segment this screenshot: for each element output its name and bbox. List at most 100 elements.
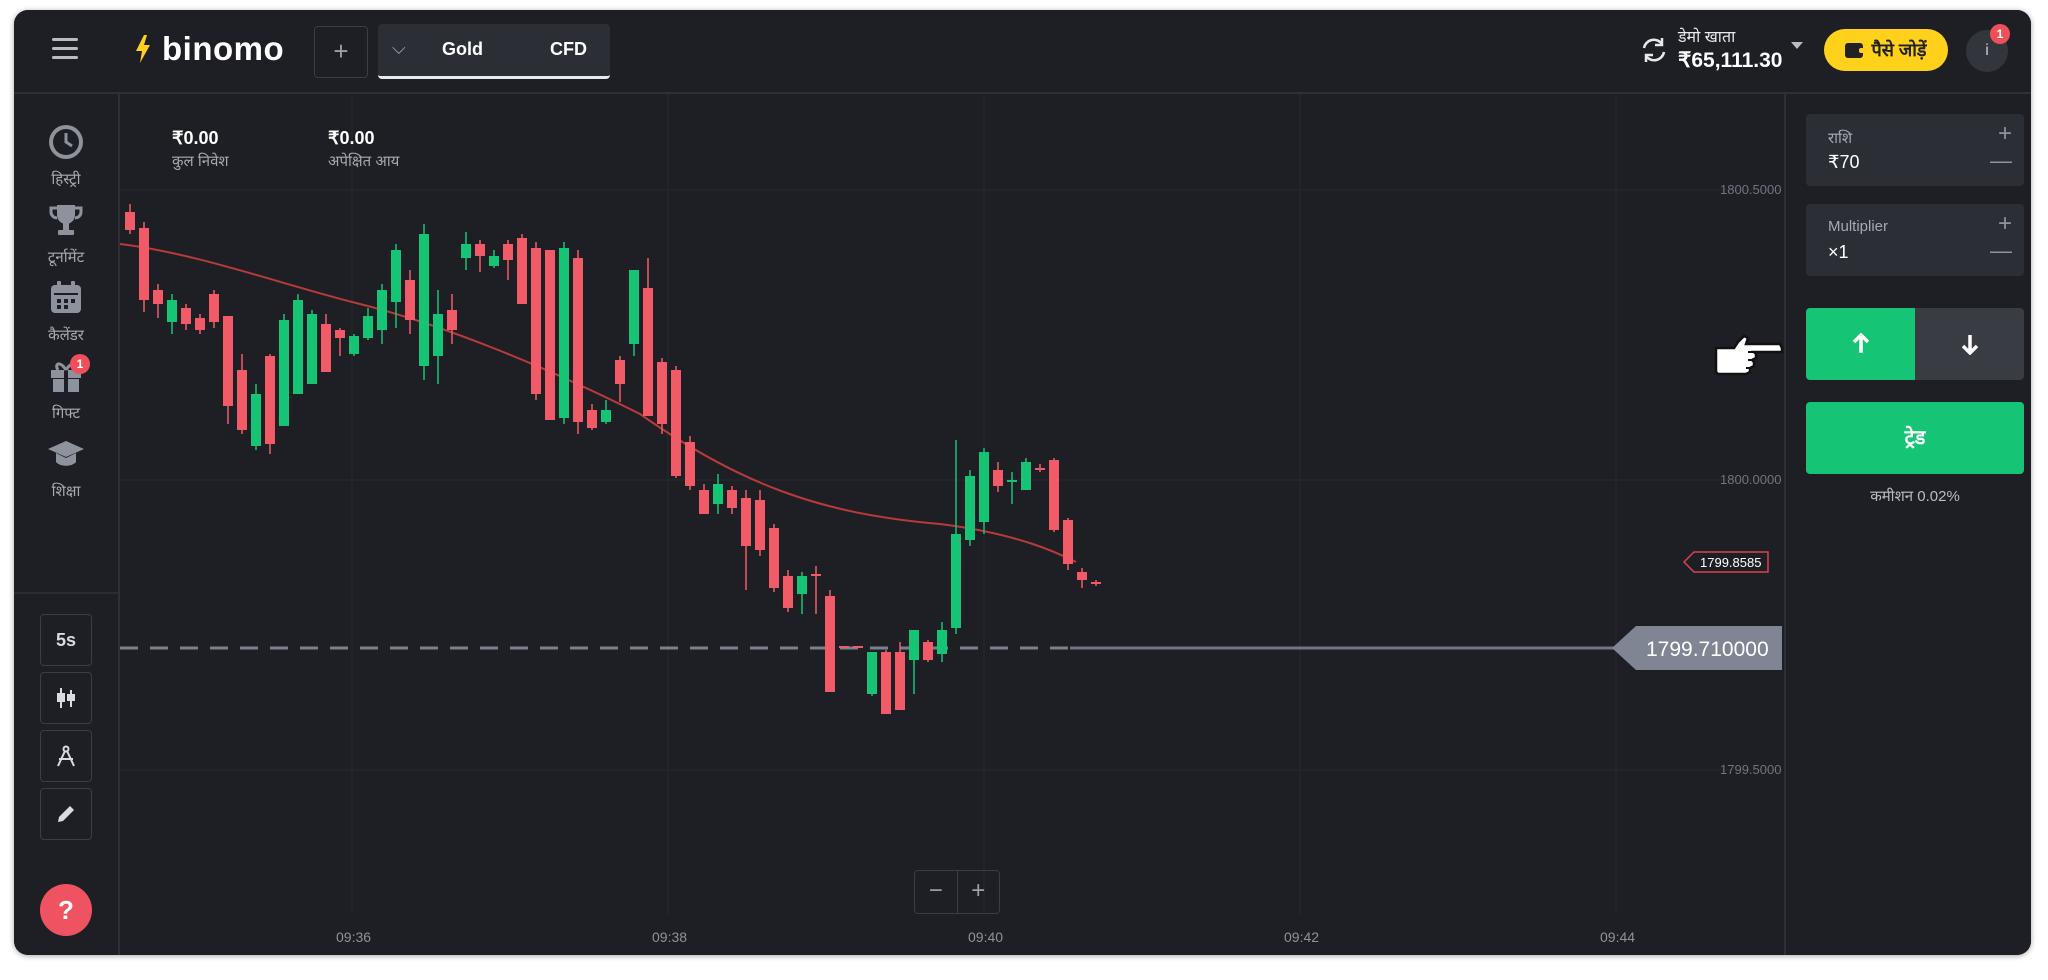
caret-down-icon[interactable] xyxy=(1791,42,1803,49)
asset-name: Gold xyxy=(442,39,483,59)
arrow-up-icon xyxy=(1852,333,1869,353)
candle-body xyxy=(657,362,667,424)
candle-body xyxy=(475,244,485,256)
multiplier-value[interactable]: ×1 xyxy=(1828,242,1849,262)
current-price-tag xyxy=(1612,626,1782,670)
candle-body xyxy=(265,356,275,444)
candle-body xyxy=(615,360,625,384)
amount-minus-button[interactable]: — xyxy=(1990,148,2012,173)
sidebar-item-calendar[interactable]: कैलेंडर xyxy=(14,278,118,345)
refresh-icon[interactable] xyxy=(1636,32,1672,68)
candle-body xyxy=(643,288,653,416)
sidebar-item-history[interactable]: हिस्ट्री xyxy=(14,122,118,189)
commission-label: कमीशन xyxy=(1870,488,1914,505)
down-button[interactable] xyxy=(1915,308,2024,380)
candle-body xyxy=(139,228,149,300)
account-type-label[interactable]: डेमो खाता xyxy=(1678,29,1736,46)
notification-badge: 1 xyxy=(1990,24,2010,44)
time-axis-label: 09:40 xyxy=(968,929,1003,945)
time-axis-label: 09:36 xyxy=(336,929,371,945)
chart-canvas[interactable]: 1800.5000 1800.0000 1799.5000 09:36 09:38 09:… xyxy=(120,94,1782,955)
candle-body xyxy=(797,576,807,594)
asset-tab-gold[interactable]: ⌵ Gold CFD xyxy=(378,24,610,79)
candle-body xyxy=(727,490,737,508)
candle-body xyxy=(867,652,877,694)
moving-average-line xyxy=(120,243,1077,563)
candle-body xyxy=(279,320,289,426)
candle-body xyxy=(769,528,779,588)
candle-body xyxy=(1063,520,1073,564)
chevron-down-icon[interactable]: ⌵ xyxy=(392,38,406,58)
drawing-button[interactable] xyxy=(40,788,92,840)
time-axis-label: 09:42 xyxy=(1284,929,1319,945)
total-investment: ₹0.00 कुल निवेश xyxy=(172,128,229,171)
logo-mark-icon xyxy=(136,35,150,63)
logo[interactable]: binomo xyxy=(132,30,284,68)
candle-body xyxy=(167,300,177,322)
candle-body xyxy=(433,314,443,356)
logo-text: binomo xyxy=(162,30,285,67)
menu-icon[interactable] xyxy=(52,38,80,62)
candle-body xyxy=(937,630,947,654)
candle-body xyxy=(209,294,219,322)
candle-body xyxy=(293,300,303,394)
deposit-button[interactable]: पैसे जोड़ें xyxy=(1824,29,1948,71)
total-investment-label: कुल निवेश xyxy=(172,153,229,170)
direction-selector xyxy=(1806,308,2024,380)
candle-body xyxy=(881,652,891,714)
up-button[interactable] xyxy=(1806,308,1915,380)
sidebar-item-gift[interactable]: 1 गिफ्ट xyxy=(14,354,118,423)
current-price-value: 1799.710000 xyxy=(1646,638,1769,661)
calendar-icon xyxy=(51,281,81,313)
candles-icon xyxy=(57,688,75,708)
candle-body xyxy=(391,250,401,302)
sidebar-item-label: हिस्ट्री xyxy=(51,171,81,188)
add-asset-button[interactable]: + xyxy=(314,26,368,78)
amount-field[interactable]: राशि ₹70 + — xyxy=(1806,114,2024,186)
help-button[interactable]: ? xyxy=(40,884,92,936)
commission-value: 0.02% xyxy=(1917,488,1960,505)
candle-body xyxy=(923,642,933,660)
timeframe-button[interactable]: 5s xyxy=(40,614,92,666)
account-balance[interactable]: ₹65,111.30 xyxy=(1678,49,1783,72)
candle-body xyxy=(699,490,709,514)
candle-body xyxy=(685,442,695,486)
wallet-icon xyxy=(1845,42,1866,58)
trade-button[interactable]: ट्रेड xyxy=(1806,402,2024,474)
candle-body xyxy=(377,290,387,330)
amount-plus-button[interactable]: + xyxy=(1997,120,2012,147)
sidebar-item-label: गिफ्ट xyxy=(51,405,81,422)
candle-body xyxy=(909,630,919,660)
candle-body xyxy=(531,248,541,394)
multiplier-field[interactable]: Multiplier ×1 + — xyxy=(1806,204,2024,276)
amount-label: राशि xyxy=(1828,130,1853,147)
zoom-in-button[interactable]: + xyxy=(971,877,986,904)
price-chart[interactable]: 1800.5000 1800.0000 1799.5000 09:36 09:38 09:… xyxy=(120,94,1782,955)
zoom-out-button[interactable]: − xyxy=(915,871,958,913)
sidebar-item-tournaments[interactable]: टूर्नामेंट xyxy=(14,200,118,267)
ma-price-tag xyxy=(1682,551,1769,573)
deposit-label: पैसे जोड़ें xyxy=(1871,40,1927,60)
candle-body xyxy=(587,410,597,428)
candle-body xyxy=(223,316,233,406)
sidebar-item-education[interactable]: शिक्षा xyxy=(14,434,118,501)
candle-body xyxy=(419,234,429,366)
amount-value[interactable]: ₹70 xyxy=(1828,152,1860,172)
chart-type-button[interactable] xyxy=(40,672,92,724)
candle-body xyxy=(489,256,499,266)
candle-body xyxy=(713,484,723,504)
sidebar-divider xyxy=(14,592,118,594)
time-axis-label: 09:44 xyxy=(1600,929,1635,945)
candle-body xyxy=(1021,462,1031,490)
candle-body xyxy=(1007,480,1017,482)
candle-body xyxy=(1077,572,1087,580)
candle-body xyxy=(965,476,975,540)
multiplier-plus-button[interactable]: + xyxy=(1997,210,2012,237)
candle-body xyxy=(853,646,863,648)
expected-income: ₹0.00 अपेक्षित आय xyxy=(328,128,399,171)
expected-income-label: अपेक्षित आय xyxy=(328,153,400,170)
asset-type: CFD xyxy=(550,39,587,59)
indicators-button[interactable] xyxy=(40,730,92,782)
trade-panel: राशि ₹70 + — Multiplier ×1 + — ट्रेड कमी… xyxy=(1784,94,2031,955)
multiplier-minus-button[interactable]: — xyxy=(1990,238,2012,263)
